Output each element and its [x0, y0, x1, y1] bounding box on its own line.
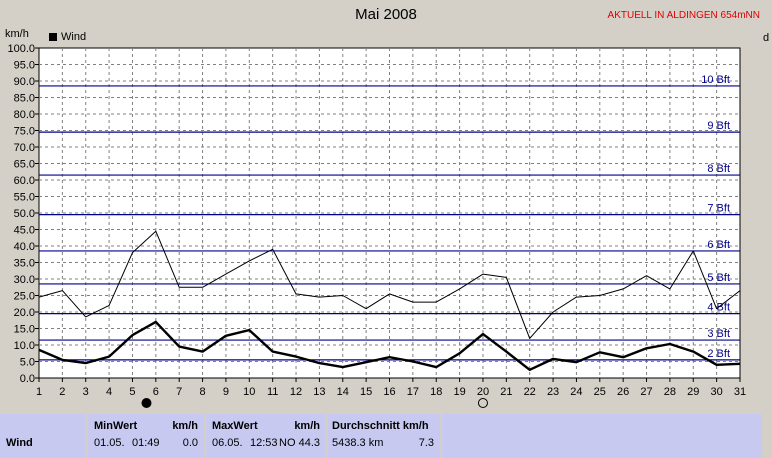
beaufort-label: 2 Bft	[707, 348, 730, 360]
min-unit: km/h	[172, 420, 198, 432]
max-time: 12:53	[250, 437, 278, 449]
x-tick-label: 12	[290, 386, 302, 398]
x-tick-label: 18	[430, 386, 442, 398]
max-value: 44.3	[298, 437, 320, 449]
y-tick-label: 0.0	[20, 373, 35, 385]
x-tick-label: 5	[129, 386, 135, 398]
axes: 0.0 5.0 10.0 15.0 20.0 25.0 30.0 35.0 40.0 45.0 50…	[7, 43, 746, 398]
x-tick-label: 9	[223, 386, 229, 398]
stats-row-label-cell: Wind	[0, 414, 86, 458]
avg-value: 7.3	[418, 437, 434, 449]
stats-empty-cell	[442, 414, 762, 458]
x-tick-label: 10	[243, 386, 255, 398]
series-line-gust	[38, 230, 741, 339]
grid	[39, 48, 740, 378]
beaufort-label: 6 Bft	[707, 239, 730, 251]
series-line-average	[38, 320, 741, 371]
beaufort-label: 5 Bft	[707, 272, 730, 284]
stats-avg-cell: Durchschnitt km/h 5438.3 km 7.3	[328, 414, 440, 458]
full-moon-icon	[477, 398, 488, 408]
y-tick-label: 45.0	[14, 225, 35, 237]
y-tick-label: 15.0	[14, 324, 35, 336]
x-tick-label: 15	[360, 386, 372, 398]
moon-phases	[141, 398, 488, 408]
x-tick-label: 13	[313, 386, 325, 398]
x-tick-label: 19	[453, 386, 465, 398]
beaufort-label: 8 Bft	[707, 163, 730, 175]
series	[38, 230, 741, 371]
max-unit: km/h	[294, 420, 320, 432]
y-tick-label: 5.0	[20, 357, 35, 369]
y-tick-label: 60.0	[14, 175, 35, 187]
max-direction: NO	[279, 437, 296, 449]
x-tick-label: 30	[711, 386, 723, 398]
x-tick-label: 29	[687, 386, 699, 398]
max-header: MaxWert	[212, 420, 258, 432]
x-tick-label: 20	[477, 386, 489, 398]
stats-min-cell: MinWert km/h 01.05. 01:49 0.0	[88, 414, 204, 458]
x-tick-label: 3	[83, 386, 89, 398]
y-tick-label: 65.0	[14, 159, 35, 171]
x-tick-label: 16	[383, 386, 395, 398]
x-tick-label: 31	[734, 386, 746, 398]
x-tick-label: 4	[106, 386, 112, 398]
x-tick-label: 1	[36, 386, 42, 398]
x-tick-label: 24	[570, 386, 582, 398]
avg-distance: 5438.3 km	[332, 437, 384, 449]
y-tick-label: 75.0	[14, 126, 35, 138]
x-tick-label: 28	[664, 386, 676, 398]
y-tick-label: 55.0	[14, 192, 35, 204]
avg-header: Durchschnitt km/h	[332, 420, 429, 432]
y-tick-label: 25.0	[14, 291, 35, 303]
legend: Wind	[49, 31, 86, 43]
x-tick-label: 11	[267, 386, 278, 398]
station-label: AKTUELL IN ALDINGEN 654mNN	[607, 10, 760, 21]
y-tick-label: 90.0	[14, 76, 35, 88]
y-tick-label: 20.0	[14, 307, 35, 319]
y-tick-label: 70.0	[14, 142, 35, 154]
beaufort-label: 3 Bft	[707, 328, 730, 340]
max-date: 06.05.	[212, 437, 243, 449]
x-tick-label: 8	[200, 386, 206, 398]
beaufort-label: 7 Bft	[707, 203, 730, 215]
min-header: MinWert	[94, 420, 138, 432]
x-tick-label: 27	[640, 386, 652, 398]
y-tick-label: 30.0	[14, 274, 35, 286]
x-tick-label: 26	[617, 386, 629, 398]
beaufort-label: 9 Bft	[707, 120, 730, 132]
x-tick-label: 23	[547, 386, 559, 398]
page-title: Mai 2008	[355, 6, 417, 23]
y-axis-unit: km/h	[5, 28, 29, 40]
x-tick-label: 25	[594, 386, 606, 398]
x-tick-label: 17	[407, 386, 419, 398]
x-tick-label: 22	[524, 386, 536, 398]
x-tick-label: 2	[59, 386, 65, 398]
y-tick-label: 50.0	[14, 208, 35, 220]
min-time: 01:49	[132, 437, 160, 449]
legend-label: Wind	[61, 31, 87, 43]
x-tick-label: 6	[153, 386, 159, 398]
y-tick-label: 100.0	[7, 43, 35, 55]
beaufort-label: 10 Bft	[701, 74, 730, 86]
x-tick-label: 14	[337, 386, 349, 398]
y-tick-label: 10.0	[14, 340, 35, 352]
y-tick-label: 35.0	[14, 258, 35, 270]
stats-row-label: Wind	[6, 437, 33, 449]
x-tick-label: 7	[176, 386, 182, 398]
y-tick-label: 80.0	[14, 109, 35, 121]
stats-table: Wind MinWert km/h 01.05. 01:49 0.0 MaxWe…	[0, 414, 772, 458]
y-tick-label: 85.0	[14, 93, 35, 105]
min-date: 01.05.	[94, 437, 125, 449]
right-axis-unit: d	[763, 32, 770, 44]
legend-swatch	[49, 33, 57, 41]
x-tick-label: 21	[500, 386, 512, 398]
y-tick-label: 95.0	[14, 60, 35, 72]
stats-max-cell: MaxWert km/h 06.05. 12:53 NO 44.3	[206, 414, 326, 458]
min-value: 0.0	[182, 437, 198, 449]
new-moon-icon	[141, 398, 152, 408]
y-tick-label: 40.0	[14, 241, 35, 253]
